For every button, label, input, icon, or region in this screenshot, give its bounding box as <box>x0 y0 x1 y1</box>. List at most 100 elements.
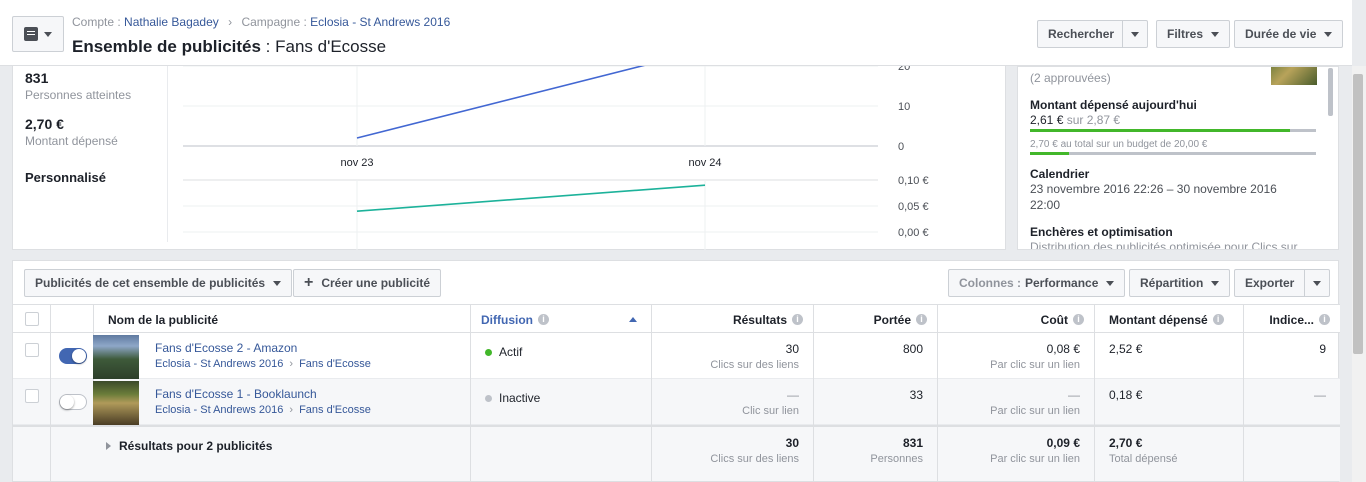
results-type: Clics sur des liens <box>710 359 799 371</box>
export-button[interactable]: Exporter <box>1234 269 1331 297</box>
info-icon[interactable]: i <box>792 314 803 325</box>
chevron-down-icon <box>1211 31 1220 37</box>
page-title: Ensemble de publicités : Fans d'Ecosse <box>72 37 386 57</box>
column-header-results-label: Résultats <box>732 312 787 327</box>
totals-results-type: Clics sur des liens <box>710 453 799 465</box>
breadcrumb-campaign-prefix: Campagne : <box>241 15 307 29</box>
table-row[interactable]: Fans d'Ecosse 2 - Amazon Eclosia - St An… <box>13 333 1340 379</box>
y-tick-label: 0,05 € <box>898 201 929 213</box>
reach-value: 831 <box>25 70 49 86</box>
info-icon[interactable]: i <box>1319 314 1330 325</box>
info-icon[interactable]: i <box>538 314 549 325</box>
cost-type: Par clic sur un lien <box>990 359 1080 371</box>
ad-thumbnail[interactable] <box>93 335 139 379</box>
info-icon[interactable]: i <box>1212 314 1224 325</box>
custom-metric-label[interactable]: Personnalisé <box>25 170 106 185</box>
duration-dropdown[interactable]: Durée de vie <box>1234 20 1344 48</box>
column-header-cost-label: Coût <box>1040 312 1068 327</box>
row-toggle-cell <box>51 379 94 425</box>
reach-value: 33 <box>909 388 923 402</box>
totals-delivery-cell <box>471 427 652 481</box>
total-budget-progress <box>1030 152 1069 155</box>
totals-cost-type: Par clic sur un lien <box>990 453 1080 465</box>
totals-reach-type: Personnes <box>870 453 923 465</box>
ad-name-link[interactable]: Fans d'Ecosse 1 - Booklaunch <box>155 387 317 401</box>
ad-status-toggle[interactable] <box>59 348 87 364</box>
search-button[interactable]: Rechercher <box>1037 20 1149 48</box>
ad-status-toggle[interactable] <box>59 394 87 410</box>
row-select-cell <box>13 379 51 425</box>
select-all-checkbox[interactable] <box>25 312 39 326</box>
delivery-status: Actif <box>499 345 523 359</box>
breadcrumb-campaign-link[interactable]: Eclosia - St Andrews 2016 <box>310 15 451 29</box>
breakdown-label: Répartition <box>1140 276 1204 290</box>
spend-value: 2,52 € <box>1109 342 1143 356</box>
breadcrumb-account-link[interactable]: Nathalie Bagadey <box>124 15 219 29</box>
ad-name-cell <box>94 333 471 379</box>
button-divider <box>1122 21 1124 47</box>
row-checkbox[interactable] <box>25 343 39 357</box>
spend-cell: 0,18 € <box>1095 379 1244 425</box>
totals-label-cell: Résultats pour 2 publicités <box>51 427 471 481</box>
expand-arrow-icon[interactable] <box>106 442 111 450</box>
series-line <box>356 184 706 212</box>
plus-icon: + <box>304 274 314 291</box>
ad-thumbnail[interactable] <box>93 381 139 425</box>
page-title-name: Fans d'Ecosse <box>275 37 387 56</box>
y-tick-label: 20 <box>898 66 910 73</box>
ad-adset-link[interactable]: Fans d'Ecosse <box>299 404 371 416</box>
reach-label: Personnes atteintes <box>25 88 132 102</box>
filters-button-label: Filtres <box>1167 27 1204 41</box>
ad-name-link[interactable]: Fans d'Ecosse 2 - Amazon <box>155 341 298 355</box>
results-value: — <box>787 388 799 402</box>
page-title-type: Ensemble de publicités <box>72 37 261 56</box>
results-type: Clic sur lien <box>742 405 799 417</box>
column-header-delivery[interactable]: Diffusion i <box>471 305 652 334</box>
column-header-cost[interactable]: Coût i <box>938 305 1095 334</box>
table-row[interactable]: Fans d'Ecosse 1 - Booklaunch Eclosia - S… <box>13 379 1340 425</box>
column-header-results[interactable]: Résultats i <box>652 305 814 334</box>
column-header-reach[interactable]: Portée i <box>814 305 938 334</box>
info-icon[interactable]: i <box>1073 314 1084 325</box>
status-dot-icon <box>485 395 492 403</box>
index-cell: 9 <box>1244 333 1340 379</box>
ad-preview-thumbnail <box>1271 67 1317 85</box>
column-header-spend[interactable]: Montant dépensé i <box>1095 305 1244 334</box>
results-cell: — Clic sur lien <box>652 379 814 425</box>
columns-dropdown[interactable]: Colonnes : Performance <box>948 269 1126 297</box>
sort-ascending-icon <box>629 317 637 322</box>
chevron-right-icon: › <box>289 404 294 416</box>
ads-manager-menu-button[interactable] <box>12 16 64 52</box>
column-header-name[interactable]: Nom de la publicité <box>94 305 471 334</box>
chevron-down-icon[interactable] <box>1131 31 1140 37</box>
filters-button[interactable]: Filtres <box>1156 20 1231 48</box>
ad-adset-link[interactable]: Fans d'Ecosse <box>299 358 371 370</box>
breakdown-dropdown[interactable]: Répartition <box>1129 269 1231 297</box>
info-icon[interactable]: i <box>916 314 927 325</box>
calendar-title: Calendrier <box>1030 167 1090 181</box>
delivery-cell: Inactive <box>471 379 652 425</box>
row-checkbox[interactable] <box>25 389 39 403</box>
column-header-reach-label: Portée <box>873 312 911 327</box>
total-budget-track <box>1030 152 1316 155</box>
today-spend-title: Montant dépensé aujourd'hui <box>1030 98 1197 112</box>
chevron-down-icon[interactable] <box>1313 280 1322 286</box>
ads-scope-dropdown[interactable]: Publicités de cet ensemble de publicités <box>24 269 293 297</box>
ad-campaign-link[interactable]: Eclosia - St Andrews 2016 <box>155 404 284 416</box>
chevron-down-icon <box>273 280 282 286</box>
adset-summary-panel: (2 approuvées) Montant dépensé aujourd'h… <box>1017 66 1339 250</box>
totals-spend-type: Total dépensé <box>1109 453 1178 465</box>
ad-campaign-link[interactable]: Eclosia - St Andrews 2016 <box>155 358 284 370</box>
total-budget-text: 2,70 € au total sur un budget de 20,00 € <box>1030 139 1208 150</box>
column-header-index[interactable]: Indice... i <box>1244 305 1340 334</box>
x-tick-label: nov 24 <box>688 157 721 169</box>
cost-cell: — Par clic sur un lien <box>938 379 1095 425</box>
page-scrollbar-thumb[interactable] <box>1353 74 1363 354</box>
cost-chart: 0,10 € 0,05 € 0,00 € <box>183 175 929 250</box>
column-header-spend-label: Montant dépensé <box>1109 312 1208 327</box>
panel-scrollbar[interactable] <box>1328 68 1333 116</box>
create-ad-button[interactable]: + Créer une publicité <box>293 269 442 297</box>
document-icon <box>24 27 38 41</box>
cost-value: 0,08 € <box>1046 342 1080 356</box>
chevron-down-icon <box>1106 280 1115 286</box>
